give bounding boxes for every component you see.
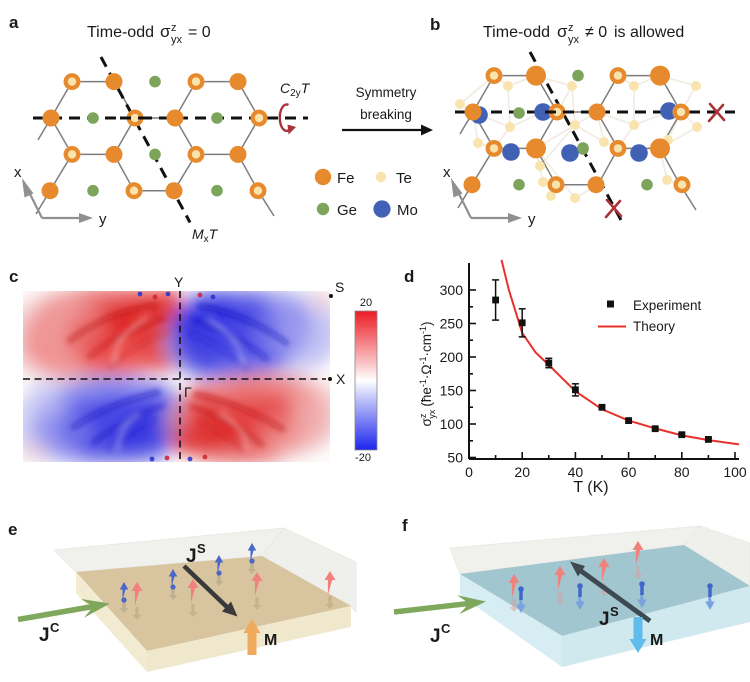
svg-text:σzyx(ħe-1·Ω-1·cm-1): σzyx(ħe-1·Ω-1·cm-1) — [418, 322, 437, 427]
svg-text:150: 150 — [440, 383, 464, 399]
svg-text:x: x — [14, 164, 22, 181]
svg-text:σ: σ — [557, 22, 568, 41]
svg-text:yx: yx — [568, 34, 580, 46]
svg-text:250: 250 — [440, 316, 464, 332]
svg-text:S: S — [610, 604, 619, 619]
svg-text:≠ 0: ≠ 0 — [585, 24, 607, 41]
svg-text:300: 300 — [440, 282, 464, 298]
svg-text:MxT: MxT — [192, 226, 219, 245]
svg-text:20: 20 — [514, 464, 530, 480]
svg-text:Experiment: Experiment — [633, 298, 702, 313]
svg-text:= 0: = 0 — [188, 24, 211, 41]
svg-text:Time-odd: Time-odd — [483, 24, 550, 41]
svg-text:60: 60 — [621, 464, 637, 480]
svg-text:J: J — [599, 609, 610, 630]
svg-text:Te: Te — [396, 170, 412, 187]
svg-text:J: J — [39, 625, 50, 646]
svg-text:y: y — [528, 211, 536, 228]
svg-text:e: e — [8, 520, 17, 539]
svg-text:breaking: breaking — [360, 107, 412, 122]
svg-text:σ: σ — [160, 22, 171, 41]
svg-text:0: 0 — [465, 464, 473, 480]
svg-text:Fe: Fe — [337, 170, 355, 187]
svg-text:Y: Y — [174, 274, 184, 290]
svg-text:c: c — [9, 267, 18, 286]
svg-text:is allowed: is allowed — [614, 24, 684, 41]
svg-text:80: 80 — [674, 464, 690, 480]
svg-text:T (K): T (K) — [573, 479, 608, 496]
svg-text:S: S — [335, 279, 344, 295]
svg-text:20: 20 — [360, 297, 372, 309]
svg-text:Symmetry: Symmetry — [356, 85, 417, 100]
svg-text:40: 40 — [568, 464, 584, 480]
svg-text:z: z — [568, 22, 574, 34]
svg-text:100: 100 — [723, 464, 747, 480]
svg-text:C: C — [50, 620, 60, 635]
svg-text:M: M — [264, 632, 277, 649]
svg-text:200: 200 — [440, 349, 464, 365]
svg-text:yx: yx — [171, 34, 183, 46]
svg-text:Theory: Theory — [633, 319, 675, 334]
svg-text:Γ: Γ — [184, 384, 192, 400]
svg-text:d: d — [404, 267, 414, 286]
svg-text:Ge: Ge — [337, 202, 357, 219]
svg-text:-20: -20 — [355, 452, 371, 464]
svg-text:x: x — [443, 164, 451, 181]
svg-text:100: 100 — [440, 416, 464, 432]
svg-text:a: a — [9, 13, 19, 32]
svg-text:X: X — [336, 371, 346, 387]
svg-text:50: 50 — [447, 450, 463, 466]
svg-text:C2yT: C2yT — [280, 80, 311, 99]
svg-text:Mo: Mo — [397, 202, 418, 219]
svg-text:f: f — [402, 516, 408, 535]
svg-text:Time-odd: Time-odd — [87, 24, 154, 41]
svg-text:J: J — [430, 626, 441, 647]
svg-text:S: S — [197, 541, 206, 556]
svg-text:y: y — [99, 211, 107, 228]
svg-text:b: b — [430, 15, 440, 34]
svg-text:C: C — [441, 621, 451, 636]
svg-text:M: M — [650, 632, 663, 649]
svg-text:J: J — [186, 546, 197, 567]
svg-text:z: z — [171, 22, 177, 34]
